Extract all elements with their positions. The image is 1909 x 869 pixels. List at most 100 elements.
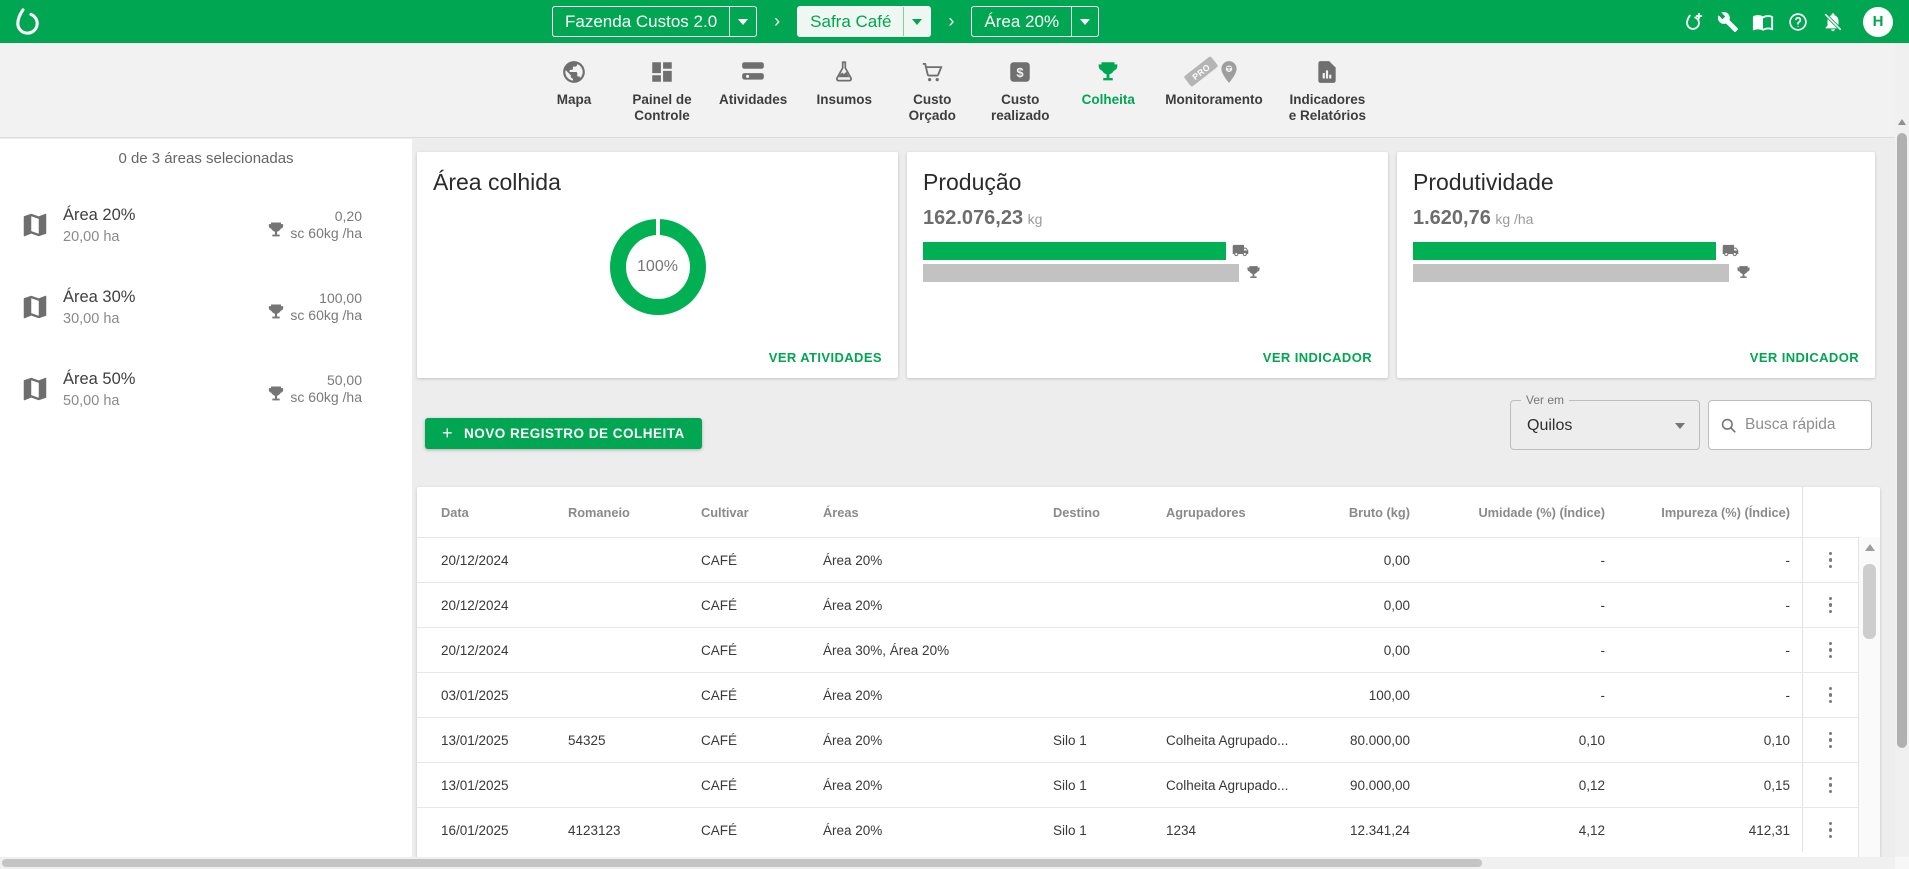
- table-row[interactable]: 20/12/2024 CAFÉ Área 30%, Área 20% 0,00 - -: [417, 627, 1880, 672]
- tab-label: Colheita: [1081, 92, 1135, 107]
- dollar-icon: $: [1007, 58, 1033, 85]
- aegro-logo-icon[interactable]: [12, 6, 43, 37]
- tools-icon[interactable]: [1717, 11, 1739, 33]
- sidebar-area-item[interactable]: Área 50% 50,00 ha 50,00 sc 60kg /ha: [0, 361, 412, 417]
- areas-sidebar: 0 de 3 áreas selecionadas Área 20% 20,00 …: [0, 139, 412, 858]
- column-header[interactable]: Impureza (%) (Índice): [1661, 504, 1790, 520]
- map-icon: [20, 374, 50, 404]
- farm-selector[interactable]: Fazenda Custos 2.0: [552, 6, 758, 37]
- harvest-records-table: Data Romaneio Cultivar Áreas Destino Agrupado…: [417, 487, 1880, 858]
- chevron-down-icon[interactable]: [903, 7, 930, 36]
- tab-atividades[interactable]: Atividades: [719, 58, 787, 137]
- trophy-icon: [1245, 264, 1262, 281]
- table-cell: 100,00: [1368, 687, 1410, 703]
- area-selector[interactable]: Área 20%: [971, 6, 1100, 37]
- notifications-off-icon[interactable]: [1822, 11, 1844, 33]
- productivity-card: Produtividade 1.620,76 kg /ha VER INDICA…: [1397, 152, 1875, 378]
- production-goal-bar: [923, 263, 1239, 282]
- table-row[interactable]: 16/01/2025 4123123 CAFÉ Área 20% Silo 1 1234 1…: [417, 807, 1880, 852]
- table-cell: -: [1600, 597, 1606, 613]
- report-icon: [1314, 58, 1340, 85]
- table-cell: Colheita Agrupado...: [1166, 732, 1289, 748]
- page-horizontal-scrollbar[interactable]: [0, 857, 1895, 869]
- productivity-goal-bar: [1413, 263, 1729, 282]
- column-header[interactable]: Cultivar: [701, 504, 749, 520]
- harvested-area-card: Área colhida 100% VER ATIVIDADES: [417, 152, 898, 378]
- tab-custo-orcado[interactable]: Custo Orçado: [901, 58, 963, 137]
- column-header[interactable]: Bruto (kg): [1348, 504, 1410, 520]
- tab-colheita[interactable]: Colheita: [1077, 58, 1139, 137]
- column-header[interactable]: Umidade (%) (Índice): [1478, 504, 1605, 520]
- avatar[interactable]: H: [1863, 6, 1893, 37]
- tab-indicadores-e-relatorios[interactable]: Indicadores e Relatórios: [1289, 58, 1366, 137]
- view-in-select[interactable]: Ver em Quilos: [1510, 393, 1700, 450]
- table-cell: Silo 1: [1053, 732, 1087, 748]
- header-actions: H: [1682, 0, 1893, 43]
- see-indicator-link[interactable]: VER INDICADOR: [1262, 350, 1372, 365]
- tab-painel-de-controle[interactable]: Painel de Controle: [631, 58, 693, 137]
- tab-label: Painel de Controle: [632, 92, 692, 123]
- table-cell: Silo 1: [1053, 777, 1087, 793]
- row-menu-button[interactable]: [1823, 816, 1839, 845]
- horizontal-scrollbar-thumb[interactable]: [2, 859, 1482, 867]
- tab-monitoramento[interactable]: PRO Monitoramento: [1165, 55, 1263, 137]
- table-scrollbar-thumb[interactable]: [1863, 564, 1876, 639]
- table-cell: 13/01/2025: [441, 732, 509, 748]
- column-header[interactable]: Data: [441, 504, 469, 520]
- area-size: 30,00 ha: [63, 310, 120, 327]
- column-header[interactable]: Áreas: [823, 504, 859, 520]
- column-header[interactable]: Romaneio: [568, 504, 630, 520]
- table-row[interactable]: 03/01/2025 CAFÉ Área 20% 100,00 - -: [417, 672, 1880, 717]
- table-vertical-scrollbar[interactable]: [1858, 537, 1880, 858]
- table-cell: Área 20%: [823, 732, 883, 748]
- production-unit: kg: [1027, 211, 1043, 227]
- page-scrollbar-thumb[interactable]: [1897, 133, 1907, 748]
- table-row[interactable]: 13/01/2025 CAFÉ Área 20% Silo 1 Colheita Agr…: [417, 762, 1880, 807]
- row-menu-button[interactable]: [1823, 546, 1839, 575]
- map-icon: [20, 210, 50, 240]
- table-cell: 0,15: [1763, 777, 1790, 793]
- chevron-down-icon[interactable]: [729, 7, 756, 36]
- table-row[interactable]: 20/12/2024 CAFÉ Área 20% 0,00 - -: [417, 537, 1880, 582]
- sidebar-area-item[interactable]: Área 20% 20,00 ha 0,20 sc 60kg /ha: [0, 197, 412, 253]
- table-cell: 0,12: [1578, 777, 1605, 793]
- table-cell: 0,00: [1383, 552, 1410, 568]
- search-input[interactable]: [1745, 416, 1861, 434]
- table-cell: -: [1600, 642, 1606, 658]
- tab-insumos[interactable]: Insumos: [813, 58, 875, 137]
- table-cell: CAFÉ: [701, 597, 738, 613]
- season-selector[interactable]: Safra Café: [797, 6, 932, 37]
- row-menu-button[interactable]: [1823, 726, 1839, 755]
- table-row[interactable]: 20/12/2024 CAFÉ Área 20% 0,00 - -: [417, 582, 1880, 627]
- help-icon[interactable]: [1787, 11, 1809, 33]
- row-menu-button[interactable]: [1823, 591, 1839, 620]
- scroll-up-arrow-icon[interactable]: [1897, 119, 1906, 125]
- new-harvest-record-button[interactable]: + NOVO REGISTRO DE COLHEITA: [425, 418, 702, 449]
- chevron-down-icon[interactable]: [1071, 7, 1098, 36]
- tab-label: Atividades: [718, 92, 788, 107]
- quick-search: [1708, 400, 1872, 450]
- table-cell: 90.000,00: [1349, 777, 1410, 793]
- column-header[interactable]: Agrupadores: [1166, 504, 1246, 520]
- table-cell: Área 20%: [823, 777, 883, 793]
- table-cell: 412,31: [1748, 822, 1790, 838]
- column-header[interactable]: Destino: [1053, 504, 1100, 520]
- see-activities-link[interactable]: VER ATIVIDADES: [768, 350, 882, 365]
- row-menu-button[interactable]: [1823, 681, 1839, 710]
- see-indicator-link[interactable]: VER INDICADOR: [1749, 350, 1859, 365]
- library-icon[interactable]: [1752, 11, 1774, 33]
- page-vertical-scrollbar[interactable]: [1895, 43, 1909, 857]
- tab-mapa[interactable]: Mapa: [543, 58, 605, 137]
- production-value: 162.076,23: [923, 207, 1024, 229]
- table-row[interactable]: 13/01/2025 54325 CAFÉ Área 20% Silo 1 Colheit…: [417, 717, 1880, 762]
- table-cell: -: [1600, 687, 1606, 703]
- sidebar-area-item[interactable]: Área 30% 30,00 ha 100,00 sc 60kg /ha: [0, 279, 412, 335]
- tab-custo-realizado[interactable]: $ Custo realizado: [989, 58, 1051, 137]
- production-card: Produção 162.076,23 kg VER INDICADOR: [907, 152, 1388, 378]
- tab-label: Indicadores e Relatórios: [1288, 92, 1367, 123]
- row-menu-button[interactable]: [1823, 636, 1839, 665]
- scroll-up-arrow-icon[interactable]: [1864, 544, 1875, 551]
- invite-user-icon[interactable]: [1682, 11, 1704, 33]
- row-menu-button[interactable]: [1823, 771, 1839, 800]
